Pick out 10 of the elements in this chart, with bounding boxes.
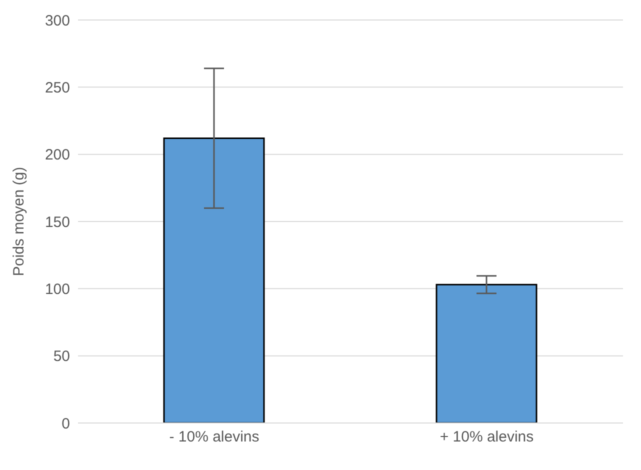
- x-tick-label: - 10% alevins: [169, 428, 260, 446]
- y-tick-label: 100: [44, 280, 70, 298]
- y-tick-label: 50: [53, 348, 70, 366]
- y-tick-label: 300: [44, 12, 70, 30]
- y-tick-label: 250: [44, 79, 70, 96]
- y-tick-label: 200: [44, 146, 70, 164]
- y-tick-label: 150: [44, 214, 70, 231]
- y-tick-label: 0: [62, 415, 70, 432]
- x-tick-label: + 10% alevins: [440, 428, 534, 446]
- y-axis-title: Poids moyen (g): [10, 166, 28, 276]
